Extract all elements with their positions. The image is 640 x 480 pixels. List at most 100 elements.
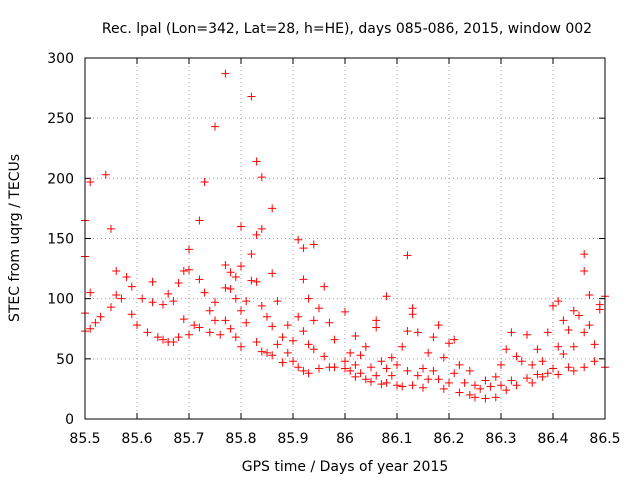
data-points [81,69,609,403]
y-tick-label: 250 [47,111,74,127]
data-point [242,297,251,306]
x-tick-label: 85.8 [225,431,256,447]
data-point [580,266,589,275]
data-point [564,325,573,334]
data-point [226,324,235,333]
data-point [252,157,261,166]
data-point [434,375,443,384]
data-point [107,303,115,312]
data-point [361,375,370,384]
data-point [429,333,438,342]
data-point [585,291,594,300]
data-point [86,288,95,297]
data-point [346,366,355,375]
data-point [309,316,318,325]
data-point [263,348,271,357]
data-point [107,224,115,233]
data-point [257,347,266,356]
data-point [226,285,235,294]
data-point [554,370,563,379]
data-point [465,390,474,399]
data-point [299,275,308,284]
data-point [221,69,230,78]
data-point [216,330,225,339]
data-point [580,250,589,259]
data-point [512,381,521,390]
data-point [580,328,589,337]
data-point [231,333,240,342]
data-point [86,324,95,333]
data-point [595,305,604,314]
data-point [221,260,230,269]
data-point [528,360,537,369]
chart-title: Rec. lpal (Lon=342, Lat=28, h=HE), days … [102,21,592,37]
data-point [185,245,193,254]
data-point [569,306,578,315]
data-point [398,382,407,391]
data-point [299,327,308,336]
data-point [507,328,516,337]
data-point [559,316,568,325]
axis-ticks: 85.5 85.6 85.7 85.8 85.9 86 86.1 86.2 86.3 86.4 86… [47,51,620,447]
data-point [205,306,214,315]
x-tick-label: 85.5 [69,431,100,447]
data-point [543,328,552,337]
y-tick-label: 300 [47,51,74,67]
data-point [341,307,349,316]
data-point [315,364,323,373]
y-tick-label: 50 [56,352,74,368]
data-point [408,381,417,390]
data-point [252,277,261,286]
y-tick-label: 0 [65,412,74,428]
data-point [133,321,141,330]
data-point [507,376,516,385]
data-point [413,371,422,380]
data-point [533,370,542,379]
y-tick-label: 100 [47,292,74,308]
data-point [445,339,453,348]
data-point [528,378,537,387]
data-point [543,369,552,378]
data-point [569,366,578,375]
data-point [169,337,178,346]
data-point [450,335,459,344]
data-point [273,340,282,349]
data-point [304,369,313,378]
data-point [356,351,365,360]
data-point [127,282,136,291]
data-point [523,374,531,383]
x-axis-label: GPS time / Days of year 2015 [242,459,449,475]
data-point [309,345,318,354]
data-point [403,366,412,375]
data-point [455,388,464,397]
data-point [325,318,334,327]
data-point [148,277,157,286]
data-point [486,382,495,391]
data-point [491,393,500,402]
data-point [502,386,511,395]
data-point [341,357,349,366]
data-point [122,273,131,282]
data-point [273,297,282,306]
data-point [434,321,443,330]
data-point [585,321,594,330]
data-point [278,358,287,367]
data-point [237,262,245,271]
data-point [195,216,204,225]
data-point [403,327,412,336]
data-point [356,369,365,378]
y-axis-label: STEC from uqrg / TECUs [7,154,23,322]
data-point [377,357,386,366]
data-point [367,363,375,372]
data-point [117,294,126,303]
data-point [429,366,438,375]
data-point [382,378,391,387]
data-point [91,318,100,327]
data-point [367,377,375,386]
data-point [221,283,230,292]
data-point [398,342,407,351]
data-point [309,240,318,249]
data-point [148,298,157,307]
data-point [190,321,199,330]
data-point [549,364,557,373]
